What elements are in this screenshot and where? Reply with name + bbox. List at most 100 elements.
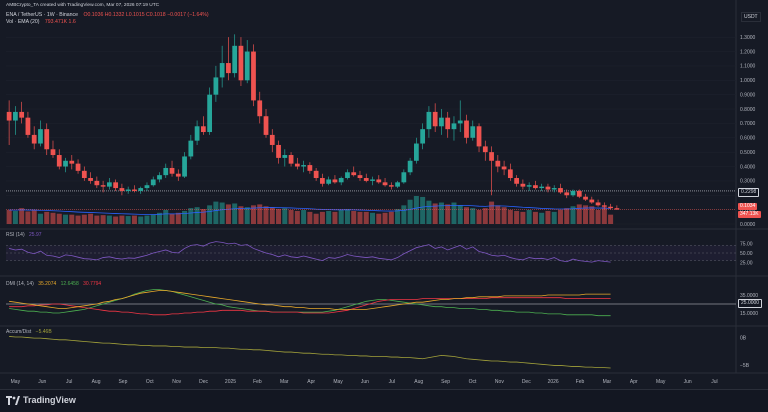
time-axis-label: Jun xyxy=(361,379,369,385)
tradingview-logo[interactable]: TradingView xyxy=(6,395,76,405)
candle-body xyxy=(251,51,256,101)
volume-bar xyxy=(438,202,444,224)
volume-bar xyxy=(188,208,194,224)
candle-body xyxy=(338,178,344,183)
volume-bar xyxy=(570,206,576,224)
candle-body xyxy=(269,134,275,145)
volume-bar xyxy=(407,199,413,224)
candle-body xyxy=(558,188,563,193)
candle-body xyxy=(132,189,137,191)
price-axis-label: 0.6000 xyxy=(740,136,756,142)
candle-body xyxy=(38,129,43,144)
candle-body xyxy=(100,185,106,187)
volume-bar xyxy=(470,208,476,224)
symbol-title[interactable]: ENA / TetherUS · 1W · Binance xyxy=(6,12,78,18)
candle-body xyxy=(106,182,112,187)
candle-body xyxy=(363,178,369,181)
volume-bar xyxy=(207,205,213,224)
dmi-label[interactable]: DMI (14, 14) xyxy=(6,281,34,287)
volume-bar xyxy=(175,212,181,224)
volume-bar xyxy=(31,210,37,224)
price-axis-label: 0.4000 xyxy=(740,164,756,170)
volume-bar xyxy=(200,209,206,224)
candle-body xyxy=(163,167,169,176)
candle-body xyxy=(501,166,507,170)
volume-bar xyxy=(182,210,188,224)
candle-body xyxy=(608,206,613,209)
rsi-legend: RSI (14) 25.97 xyxy=(6,232,42,238)
candle-body xyxy=(388,185,394,187)
dmi-level-tag: 25.0000 xyxy=(738,299,763,308)
time-axis-label: May xyxy=(656,379,666,385)
candle-body xyxy=(144,185,150,189)
time-axis-label: Mar xyxy=(280,379,289,385)
candle-body xyxy=(138,188,144,191)
volume-bar xyxy=(106,215,112,224)
volume-bar xyxy=(238,206,244,224)
volume-bar xyxy=(545,210,551,224)
time-axis-label: Dec xyxy=(199,379,208,385)
volume-bar xyxy=(125,216,131,224)
volume-bar xyxy=(589,206,595,224)
candle-body xyxy=(232,45,238,74)
volume-bar xyxy=(81,214,87,224)
volume-bar xyxy=(163,210,169,224)
candle-body xyxy=(507,169,513,179)
candle-body xyxy=(589,199,595,203)
rsi-label[interactable]: RSI (14) xyxy=(6,232,25,238)
time-axis-label: 2026 xyxy=(548,379,559,385)
volume-bar xyxy=(319,211,325,224)
candle-body xyxy=(376,179,382,183)
volume-bar xyxy=(225,204,231,224)
candle-body xyxy=(81,170,87,179)
candle-body xyxy=(382,182,388,186)
candle-body xyxy=(282,155,288,158)
candle-body xyxy=(576,190,582,197)
time-axis-label: Aug xyxy=(92,379,101,385)
volume-bar xyxy=(63,214,69,224)
volume-bar xyxy=(257,204,263,224)
price-axis-label: 1.0000 xyxy=(740,78,756,84)
volume-label[interactable]: Vol · EMA (20) xyxy=(6,19,40,25)
currency-button[interactable]: USDT xyxy=(741,12,761,22)
candle-body xyxy=(570,190,576,196)
plus-di-value: 12.6458 xyxy=(60,281,79,287)
volume-bar xyxy=(44,211,50,224)
ad-label[interactable]: Accum/Dist xyxy=(6,329,32,335)
candle-body xyxy=(489,152,494,161)
chart-background xyxy=(0,0,768,389)
candle-body xyxy=(451,123,457,130)
chart-canvas[interactable]: 1.3000 1.2000 1.1000 1.0000 0.9000 0.8000 0.70… xyxy=(0,0,768,389)
candle-body xyxy=(19,111,25,118)
volume-bar xyxy=(25,211,31,224)
volume-bar xyxy=(413,196,419,224)
candle-body xyxy=(439,117,444,127)
ad-axis-label: −5B xyxy=(740,363,750,369)
candle-body xyxy=(395,182,400,187)
candle-body xyxy=(288,155,294,164)
volume-bar xyxy=(432,203,438,224)
rsi-axis-label: 25.00 xyxy=(740,260,753,266)
volume-bar xyxy=(489,201,495,224)
time-axis-label: Jul xyxy=(711,379,717,385)
volume-bar xyxy=(382,212,388,224)
time-axis-label: Jul xyxy=(66,379,72,385)
price-axis-label: 0.0000 xyxy=(740,222,756,228)
volume-bar xyxy=(351,210,357,224)
candle-body xyxy=(526,185,532,187)
volume-bar xyxy=(119,215,125,224)
rsi-axis-label: 75.00 xyxy=(740,241,753,247)
candle-body xyxy=(301,165,306,167)
volume-bar xyxy=(50,212,56,224)
volume-bar xyxy=(263,206,269,224)
volume-bar xyxy=(526,210,532,224)
volume-bar xyxy=(250,205,256,224)
candle-body xyxy=(263,116,269,135)
candle-body xyxy=(219,63,225,78)
volume-bar xyxy=(595,210,601,224)
ad-axis-label: 0B xyxy=(740,335,747,341)
volume-bar xyxy=(426,200,432,224)
volume-bar xyxy=(376,213,382,224)
time-axis-label: Feb xyxy=(576,379,585,385)
volume-bar xyxy=(244,207,250,224)
